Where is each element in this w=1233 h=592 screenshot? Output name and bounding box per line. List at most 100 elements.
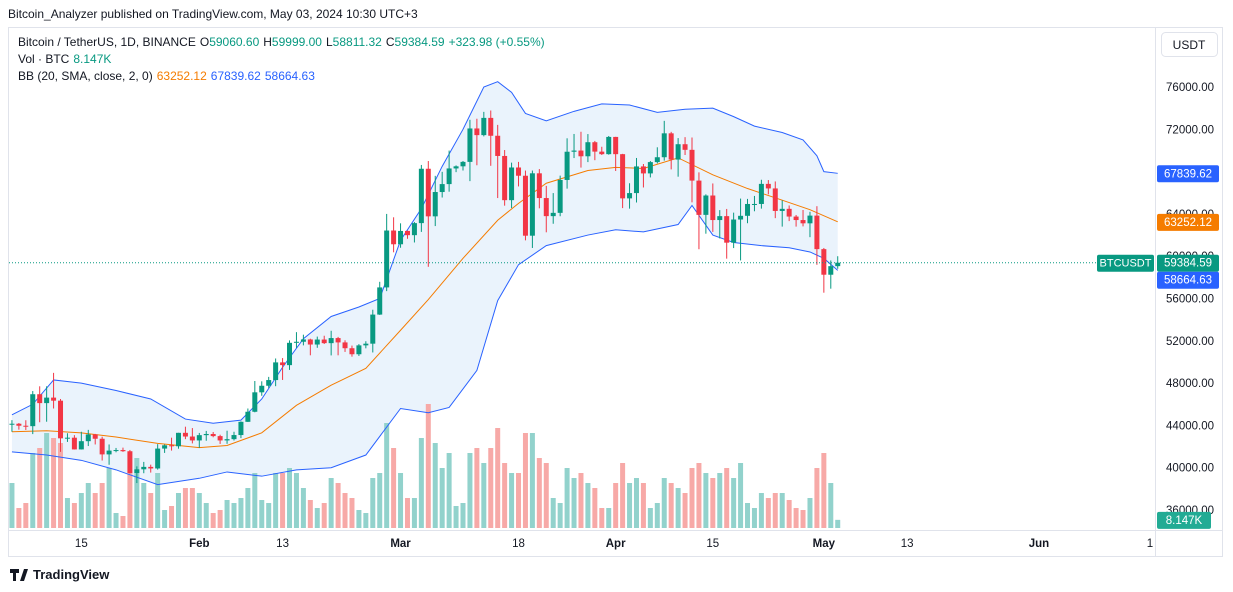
x-tick-label: Jun (1029, 538, 1049, 550)
legend-ohlc-value: 58811.32 (332, 35, 382, 49)
volume-bar (203, 503, 209, 528)
volume-bar (189, 488, 195, 528)
candle-body (786, 208, 792, 217)
candle-body (363, 343, 369, 346)
price-badge (1157, 271, 1219, 289)
candle-body (273, 362, 279, 381)
y-tick-label: 56000.00 (1166, 294, 1214, 306)
volume-bar (675, 488, 681, 528)
candle-body (328, 338, 334, 344)
candle-body (765, 183, 771, 189)
volume-bar (564, 468, 570, 528)
volume-bar (529, 433, 535, 528)
candle-body (647, 162, 653, 174)
volume-bar (134, 458, 140, 528)
volume-bar (751, 508, 757, 528)
x-tick-label: Mar (390, 538, 411, 550)
candle-body (432, 192, 438, 217)
candle-body (210, 433, 216, 437)
volume-bar (370, 478, 376, 528)
volume-bar (321, 503, 327, 528)
volume-bar (592, 488, 598, 528)
candle-body (661, 133, 667, 158)
candle-body (585, 142, 591, 157)
volume-bar (175, 493, 181, 528)
candle-body (335, 338, 341, 343)
volume-bar (633, 478, 639, 528)
volume-bar (661, 478, 667, 528)
volume-bar (411, 498, 417, 528)
candle-body (710, 195, 716, 221)
candle-body (37, 394, 43, 404)
currency-button[interactable] (1161, 32, 1218, 57)
candle-body (85, 434, 91, 442)
volume-bar (599, 508, 605, 528)
volume-bar (231, 503, 237, 528)
volume-bar (64, 498, 70, 528)
candle-body (751, 203, 757, 205)
volume-bar (474, 448, 480, 528)
volume-bar (696, 463, 702, 528)
x-tick-label: 13 (901, 538, 914, 550)
volume-bar (585, 483, 591, 528)
volume-bar (44, 433, 50, 528)
volume-bar (16, 508, 22, 528)
volume-bar (300, 488, 306, 528)
candle-body (578, 150, 584, 157)
legend: Bitcoin / TetherUS, 1D, BINANCE O59060.60… (18, 34, 549, 85)
candle-body (724, 216, 730, 243)
legend-bands-label: BB (20, SMA, close, 2, 0) (18, 69, 153, 83)
volume-bar (30, 453, 36, 528)
candle-body (460, 161, 466, 167)
x-tick-label: 18 (512, 538, 525, 550)
candle-body (543, 198, 549, 217)
candle-body (557, 179, 563, 213)
candle-body (377, 287, 383, 315)
candle-body (425, 168, 431, 217)
candle-body (717, 216, 723, 221)
volume-bar (293, 473, 299, 528)
band-fill (11, 81, 838, 485)
candle-body (654, 157, 660, 163)
volume-bar (363, 513, 369, 528)
candle-body (175, 432, 181, 447)
candle-body (522, 175, 528, 236)
candle-body (550, 212, 556, 217)
volume-bar (384, 423, 390, 528)
volume-bar (280, 473, 286, 528)
legend-ohlc-label: L (325, 35, 333, 49)
legend-volume-label: Vol · BTC (18, 52, 70, 66)
price-badge (1157, 254, 1219, 272)
candle-body (474, 128, 480, 136)
price-badge-label: 63252.12 (1164, 217, 1212, 229)
volume-bar (814, 468, 820, 528)
legend-band-value: 67839.62 (210, 69, 261, 83)
volume-bar (9, 483, 15, 528)
price-badge-label: 67839.62 (1164, 168, 1212, 180)
volume-bar (342, 493, 348, 528)
volume-bar (446, 453, 452, 528)
candle-body (467, 128, 473, 162)
candle-body (9, 423, 15, 425)
volume-bar (404, 498, 410, 528)
volume-bar (821, 453, 827, 528)
candle-body (516, 167, 522, 176)
volume-bar (259, 500, 265, 528)
candle-body (196, 435, 202, 441)
legend-band-value: 58664.63 (264, 69, 315, 83)
volume-bar (509, 473, 515, 528)
volume-bar (495, 428, 501, 528)
volume-bar (439, 468, 445, 528)
candle-body (169, 445, 175, 447)
volume-bar (522, 433, 528, 528)
volume-bar (252, 473, 258, 528)
volume-bar (682, 493, 688, 528)
volume-bar (141, 483, 147, 528)
candle-body (224, 439, 230, 441)
candle-body (287, 342, 293, 366)
candle-body (23, 425, 29, 427)
volume-bar (349, 498, 355, 528)
candle-body (280, 362, 286, 366)
volume-badge (1157, 511, 1211, 529)
